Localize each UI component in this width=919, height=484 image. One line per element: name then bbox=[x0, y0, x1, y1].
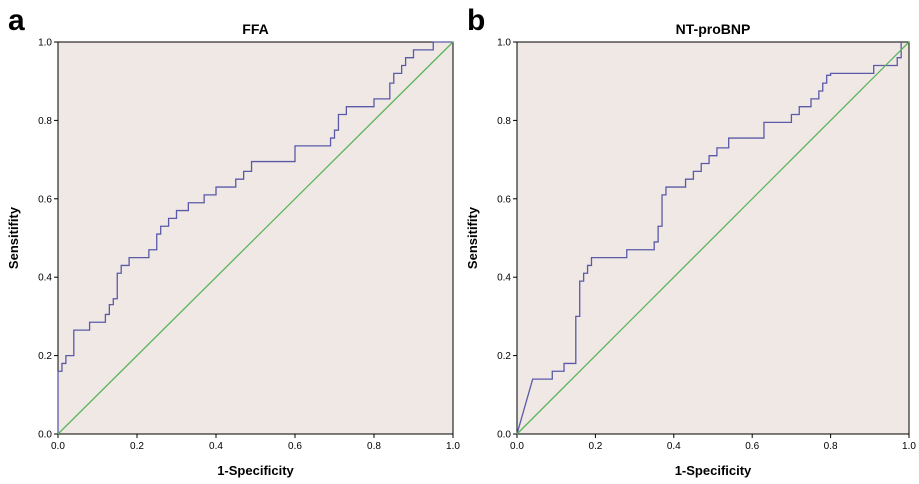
roc-curve bbox=[516, 42, 902, 435]
x-tick-label: 0.0 bbox=[510, 441, 524, 452]
y-tick-label: 0.6 bbox=[497, 194, 511, 205]
y-axis-label: Sensitifity bbox=[6, 206, 21, 269]
panel-a-ffa: a FFA 0.0 0.2 0.4 0.6 0.8 1.0 0.0 0.2 0.4 0.6 0.8 1.0… bbox=[6, 4, 460, 478]
x-axis-label: 1-Specificity bbox=[675, 463, 752, 478]
reference-diagonal-line bbox=[516, 41, 910, 435]
roc-curve bbox=[57, 41, 453, 434]
y-tick-label: 0.8 bbox=[497, 116, 511, 127]
y-tick-label: 0.4 bbox=[497, 273, 511, 284]
x-tick-label: 0.8 bbox=[824, 441, 838, 452]
y-tick-label: 0.2 bbox=[38, 351, 52, 362]
x-tick-label: 0.4 bbox=[209, 441, 223, 452]
chart-title: FFA bbox=[242, 21, 268, 37]
x-tick-label: 0.2 bbox=[588, 441, 602, 452]
chart-title: NT-proBNP bbox=[676, 21, 751, 37]
y-tick-label: 0.4 bbox=[38, 273, 52, 284]
panel-b-nt-probnp: b NT-proBNP 0.0 0.2 0.4 0.6 0.8 1.0 0.0 0.2 0.4 0.6… bbox=[465, 4, 916, 478]
y-tick-label: 0.0 bbox=[497, 430, 511, 441]
x-tick-label: 0.0 bbox=[51, 441, 65, 452]
panel-letter: a bbox=[8, 4, 25, 37]
y-tick-label: 0.2 bbox=[497, 351, 511, 362]
x-axis-label: 1-Specificity bbox=[217, 463, 294, 478]
x-tick-label: 1.0 bbox=[902, 441, 916, 452]
y-tick-label: 0.8 bbox=[38, 116, 52, 127]
y-axis-label: Sensitifity bbox=[465, 206, 480, 269]
x-tick-label: 0.6 bbox=[745, 441, 759, 452]
panel-letter: b bbox=[467, 4, 485, 37]
x-tick-label: 1.0 bbox=[446, 441, 460, 452]
y-tick-label: 0.6 bbox=[38, 194, 52, 205]
x-tick-label: 0.2 bbox=[130, 441, 144, 452]
y-tick-label: 1.0 bbox=[497, 38, 511, 49]
x-tick-label: 0.4 bbox=[667, 441, 681, 452]
y-tick-label: 1.0 bbox=[38, 38, 52, 49]
x-tick-label: 0.6 bbox=[288, 441, 302, 452]
reference-diagonal-line bbox=[57, 41, 454, 435]
x-tick-label: 0.8 bbox=[367, 441, 381, 452]
y-tick-label: 0.0 bbox=[38, 430, 52, 441]
